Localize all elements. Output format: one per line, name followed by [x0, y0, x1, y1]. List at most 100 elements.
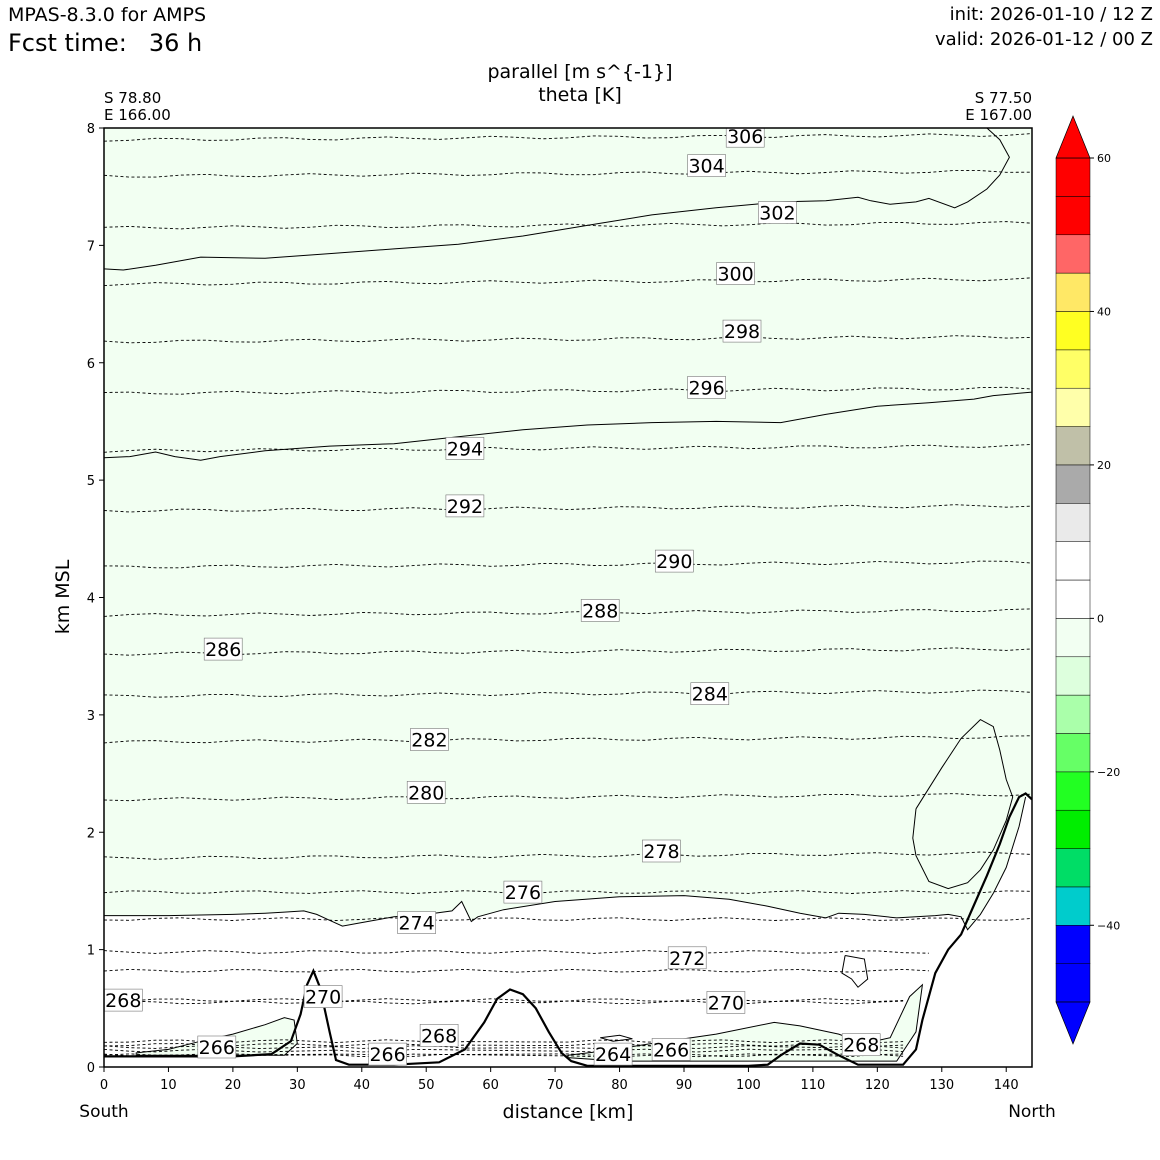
colorbar-segment-20: [1055, 426, 1091, 466]
zero-contour-1: [841, 955, 869, 988]
svg-text:266: 266: [199, 1037, 235, 1059]
svg-text:266: 266: [369, 1044, 405, 1066]
x-tick-label-60: 60: [482, 1078, 499, 1093]
theta-label-304-1: 304: [687, 154, 726, 178]
theta-contour-304-1: [104, 169, 1032, 178]
theta-label-306-0: 306: [725, 126, 765, 148]
colorbar-segment--50: [1055, 963, 1091, 1003]
y-tick-label-2: 2: [87, 826, 95, 841]
svg-text:276: 276: [505, 882, 541, 904]
x-tick-label-10: 10: [160, 1078, 177, 1093]
theta-contour-292-7: [104, 504, 1032, 513]
band-boundary-line-2: [104, 796, 1027, 931]
band-boundary-line-0: [104, 128, 1010, 271]
svg-text:302: 302: [759, 203, 795, 225]
x-tick-label-50: 50: [418, 1078, 435, 1093]
y-tick-label-1: 1: [87, 944, 95, 959]
theta-label-286-10: 286: [203, 637, 243, 661]
colorbar-segment--5: [1055, 618, 1091, 658]
theta-contour-306-0: [104, 133, 1032, 142]
theta-contour-298-4: [104, 335, 1032, 344]
theta-contour-288-9: [104, 608, 1032, 617]
theta-contour-296-5: [104, 386, 1032, 395]
y-tick-label-5: 5: [87, 474, 95, 489]
shaded-band-4: [568, 984, 923, 1062]
theta-label-278-14: 278: [642, 839, 681, 863]
svg-text:306: 306: [727, 126, 763, 148]
svg-text:304: 304: [688, 156, 724, 178]
svg-text:292: 292: [447, 496, 483, 518]
colorbar-segment-35: [1055, 311, 1091, 351]
colorbar-label--20: −20: [1097, 766, 1120, 779]
theta-contour-264-26: [104, 1053, 904, 1058]
theta-contour-266-25: [104, 1048, 904, 1053]
svg-text:282: 282: [411, 730, 447, 752]
theta-contour-286-10: [104, 647, 1032, 656]
south-label: South: [79, 1102, 128, 1122]
y-tick-label-7: 7: [87, 239, 95, 254]
theta-contour-270-19: [104, 1000, 904, 1005]
colorbar-label-40: 40: [1097, 305, 1111, 318]
theta-label-266-23: 266: [197, 1035, 237, 1059]
x-tick-label-100: 100: [736, 1078, 761, 1093]
north-label: North: [1008, 1102, 1056, 1122]
theta-label-292-7: 292: [445, 494, 485, 518]
svg-text:278: 278: [643, 841, 679, 863]
theta-contour-270-18: [104, 968, 929, 973]
theta-label-272-17: 272: [667, 946, 707, 970]
y-tick-label-8: 8: [87, 122, 95, 137]
theta-contour-302-2: [104, 221, 1032, 230]
forecast-time-label: Fcst time:: [8, 29, 127, 57]
chart-title-line1: parallel [m s^{-1}]: [487, 61, 672, 83]
svg-text:266: 266: [653, 1039, 689, 1061]
theta-contour-278-14: [104, 851, 1032, 860]
colorbar-segment-15: [1055, 464, 1091, 504]
x-tick-label-130: 130: [929, 1078, 954, 1093]
init-time: init: 2026-01-10 / 12 Z: [949, 4, 1153, 25]
theta-label-288-9: 288: [580, 599, 620, 622]
theta-label-264-26: 264: [593, 1042, 633, 1066]
colorbar-label-20: 20: [1097, 459, 1111, 472]
colorbar-segment-5: [1055, 541, 1091, 581]
theta-contour-282-12: [104, 735, 1032, 744]
band-boundary-line-4: [567, 983, 924, 1062]
svg-text:268: 268: [421, 1025, 457, 1047]
valid-time: valid: 2026-01-12 / 00 Z: [935, 29, 1153, 50]
zero-contour-2: [600, 1034, 633, 1042]
svg-text:296: 296: [688, 377, 724, 399]
theta-contour-274-16: [104, 917, 1032, 921]
theta-contour-268-20: [104, 998, 904, 1002]
theta-label-266-25: 266: [651, 1038, 691, 1061]
theta-contour-280-13: [104, 793, 1032, 802]
svg-text:288: 288: [582, 600, 618, 622]
colorbar-segment--15: [1055, 694, 1091, 734]
theta-label-282-12: 282: [410, 728, 449, 752]
zero-contour-0: [912, 718, 1014, 890]
svg-text:294: 294: [447, 438, 483, 460]
theta-label-300-3: 300: [716, 262, 755, 286]
theta-label-302-2: 302: [758, 201, 797, 225]
theta-label-294-6: 294: [445, 437, 485, 460]
colorbar-segment-25: [1055, 387, 1091, 427]
shaded-band-2: [104, 128, 1032, 930]
colorbar-segment--30: [1055, 809, 1091, 849]
svg-text:280: 280: [408, 782, 444, 804]
theta-label-266-24: 266: [368, 1042, 407, 1066]
svg-text:270: 270: [708, 992, 744, 1014]
colorbar-segment--20: [1055, 733, 1091, 773]
start-lat: S 78.80: [104, 89, 161, 107]
colorbar-segment--10: [1055, 656, 1091, 696]
colorbar-segment-0: [1055, 579, 1091, 619]
svg-text:272: 272: [669, 948, 705, 970]
theta-label-270-18: 270: [303, 985, 343, 1009]
y-tick-label-6: 6: [87, 357, 95, 372]
band-boundary-line-1: [104, 391, 1032, 461]
x-tick-label-140: 140: [994, 1078, 1019, 1093]
theta-label-298-4: 298: [722, 319, 762, 343]
theta-contour-284-11: [104, 689, 1032, 698]
x-tick-label-70: 70: [547, 1078, 564, 1093]
theta-label-284-11: 284: [690, 682, 730, 706]
svg-text:268: 268: [105, 990, 141, 1012]
